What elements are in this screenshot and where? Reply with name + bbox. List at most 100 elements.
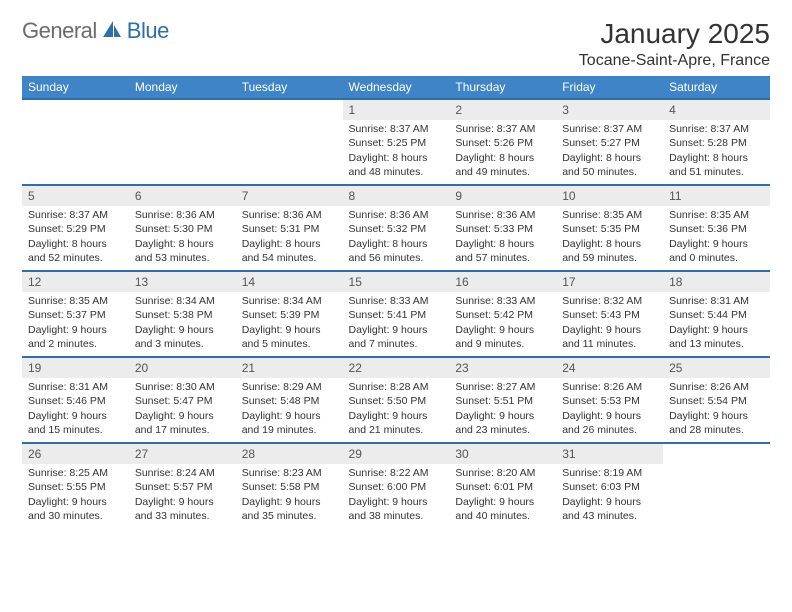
- day-body: Sunrise: 8:34 AMSunset: 5:39 PMDaylight:…: [236, 292, 343, 355]
- calendar-day-cell: 6Sunrise: 8:36 AMSunset: 5:30 PMDaylight…: [129, 184, 236, 270]
- day-body: Sunrise: 8:31 AMSunset: 5:46 PMDaylight:…: [22, 378, 129, 441]
- day-header: Saturday: [663, 76, 770, 98]
- day-body: Sunrise: 8:24 AMSunset: 5:57 PMDaylight:…: [129, 464, 236, 527]
- sunrise-text: Sunrise: 8:28 AM: [349, 380, 444, 394]
- sunset-text: Sunset: 5:51 PM: [455, 394, 550, 408]
- sunrise-text: Sunrise: 8:37 AM: [349, 122, 444, 136]
- sunrise-text: Sunrise: 8:26 AM: [562, 380, 657, 394]
- sunset-text: Sunset: 5:28 PM: [669, 136, 764, 150]
- calendar-week-row: 26Sunrise: 8:25 AMSunset: 5:55 PMDayligh…: [22, 442, 770, 528]
- daylight-text: Daylight: 9 hours and 38 minutes.: [349, 495, 444, 523]
- day-body: Sunrise: 8:29 AMSunset: 5:48 PMDaylight:…: [236, 378, 343, 441]
- calendar-day-cell: 19Sunrise: 8:31 AMSunset: 5:46 PMDayligh…: [22, 356, 129, 442]
- sunset-text: Sunset: 6:00 PM: [349, 480, 444, 494]
- day-body: Sunrise: 8:32 AMSunset: 5:43 PMDaylight:…: [556, 292, 663, 355]
- calendar-week-row: 1Sunrise: 8:37 AMSunset: 5:25 PMDaylight…: [22, 98, 770, 184]
- day-body: Sunrise: 8:30 AMSunset: 5:47 PMDaylight:…: [129, 378, 236, 441]
- day-number-bar: [22, 98, 129, 104]
- day-number-bar: 27: [129, 442, 236, 464]
- daylight-text: Daylight: 9 hours and 5 minutes.: [242, 323, 337, 351]
- calendar-day-cell: [129, 98, 236, 184]
- day-number-bar: 18: [663, 270, 770, 292]
- calendar-week-row: 5Sunrise: 8:37 AMSunset: 5:29 PMDaylight…: [22, 184, 770, 270]
- day-body: Sunrise: 8:33 AMSunset: 5:41 PMDaylight:…: [343, 292, 450, 355]
- day-body: Sunrise: 8:26 AMSunset: 5:54 PMDaylight:…: [663, 378, 770, 441]
- sunrise-text: Sunrise: 8:35 AM: [28, 294, 123, 308]
- day-number-bar: 20: [129, 356, 236, 378]
- day-body: Sunrise: 8:34 AMSunset: 5:38 PMDaylight:…: [129, 292, 236, 355]
- day-body: Sunrise: 8:35 AMSunset: 5:35 PMDaylight:…: [556, 206, 663, 269]
- title-block: January 2025 Tocane-Saint-Apre, France: [579, 18, 770, 70]
- calendar-day-cell: [663, 442, 770, 528]
- sail-icon: [101, 19, 123, 44]
- sunset-text: Sunset: 5:55 PM: [28, 480, 123, 494]
- day-number-bar: 15: [343, 270, 450, 292]
- daylight-text: Daylight: 8 hours and 53 minutes.: [135, 237, 230, 265]
- sunrise-text: Sunrise: 8:35 AM: [562, 208, 657, 222]
- calendar-day-cell: 27Sunrise: 8:24 AMSunset: 5:57 PMDayligh…: [129, 442, 236, 528]
- day-body: Sunrise: 8:36 AMSunset: 5:33 PMDaylight:…: [449, 206, 556, 269]
- sunrise-text: Sunrise: 8:31 AM: [669, 294, 764, 308]
- daylight-text: Daylight: 9 hours and 35 minutes.: [242, 495, 337, 523]
- brand-logo: General Blue: [22, 18, 169, 44]
- daylight-text: Daylight: 9 hours and 28 minutes.: [669, 409, 764, 437]
- calendar-day-cell: 3Sunrise: 8:37 AMSunset: 5:27 PMDaylight…: [556, 98, 663, 184]
- sunset-text: Sunset: 5:47 PM: [135, 394, 230, 408]
- calendar-day-cell: 8Sunrise: 8:36 AMSunset: 5:32 PMDaylight…: [343, 184, 450, 270]
- sunrise-text: Sunrise: 8:34 AM: [135, 294, 230, 308]
- day-body: Sunrise: 8:33 AMSunset: 5:42 PMDaylight:…: [449, 292, 556, 355]
- day-body: Sunrise: 8:22 AMSunset: 6:00 PMDaylight:…: [343, 464, 450, 527]
- day-number-bar: 4: [663, 98, 770, 120]
- daylight-text: Daylight: 9 hours and 9 minutes.: [455, 323, 550, 351]
- day-number-bar: 9: [449, 184, 556, 206]
- day-body: Sunrise: 8:23 AMSunset: 5:58 PMDaylight:…: [236, 464, 343, 527]
- month-title: January 2025: [579, 18, 770, 50]
- day-number-bar: 19: [22, 356, 129, 378]
- sunrise-text: Sunrise: 8:36 AM: [135, 208, 230, 222]
- daylight-text: Daylight: 9 hours and 40 minutes.: [455, 495, 550, 523]
- day-body: Sunrise: 8:19 AMSunset: 6:03 PMDaylight:…: [556, 464, 663, 527]
- day-body: Sunrise: 8:35 AMSunset: 5:36 PMDaylight:…: [663, 206, 770, 269]
- daylight-text: Daylight: 8 hours and 48 minutes.: [349, 151, 444, 179]
- calendar-day-cell: 4Sunrise: 8:37 AMSunset: 5:28 PMDaylight…: [663, 98, 770, 184]
- calendar-day-cell: 23Sunrise: 8:27 AMSunset: 5:51 PMDayligh…: [449, 356, 556, 442]
- day-number-bar: 7: [236, 184, 343, 206]
- sunset-text: Sunset: 5:37 PM: [28, 308, 123, 322]
- day-body: Sunrise: 8:37 AMSunset: 5:26 PMDaylight:…: [449, 120, 556, 183]
- daylight-text: Daylight: 8 hours and 54 minutes.: [242, 237, 337, 265]
- day-header: Thursday: [449, 76, 556, 98]
- calendar-day-cell: 31Sunrise: 8:19 AMSunset: 6:03 PMDayligh…: [556, 442, 663, 528]
- day-number-bar: 5: [22, 184, 129, 206]
- sunset-text: Sunset: 5:29 PM: [28, 222, 123, 236]
- day-number-bar: 16: [449, 270, 556, 292]
- day-number-bar: 10: [556, 184, 663, 206]
- sunrise-text: Sunrise: 8:23 AM: [242, 466, 337, 480]
- calendar-day-cell: 20Sunrise: 8:30 AMSunset: 5:47 PMDayligh…: [129, 356, 236, 442]
- calendar-day-cell: 5Sunrise: 8:37 AMSunset: 5:29 PMDaylight…: [22, 184, 129, 270]
- sunrise-text: Sunrise: 8:37 AM: [28, 208, 123, 222]
- sunset-text: Sunset: 5:46 PM: [28, 394, 123, 408]
- day-number-bar: 13: [129, 270, 236, 292]
- day-body: Sunrise: 8:35 AMSunset: 5:37 PMDaylight:…: [22, 292, 129, 355]
- day-header: Friday: [556, 76, 663, 98]
- day-body: Sunrise: 8:37 AMSunset: 5:29 PMDaylight:…: [22, 206, 129, 269]
- calendar-day-cell: 11Sunrise: 8:35 AMSunset: 5:36 PMDayligh…: [663, 184, 770, 270]
- sunrise-text: Sunrise: 8:33 AM: [349, 294, 444, 308]
- day-body: Sunrise: 8:31 AMSunset: 5:44 PMDaylight:…: [663, 292, 770, 355]
- sunset-text: Sunset: 5:27 PM: [562, 136, 657, 150]
- sunrise-text: Sunrise: 8:36 AM: [242, 208, 337, 222]
- day-number-bar: [663, 442, 770, 448]
- day-header: Sunday: [22, 76, 129, 98]
- day-header-row: SundayMondayTuesdayWednesdayThursdayFrid…: [22, 76, 770, 98]
- sunrise-text: Sunrise: 8:31 AM: [28, 380, 123, 394]
- sunrise-text: Sunrise: 8:24 AM: [135, 466, 230, 480]
- sunset-text: Sunset: 5:54 PM: [669, 394, 764, 408]
- sunrise-text: Sunrise: 8:36 AM: [349, 208, 444, 222]
- calendar-week-row: 12Sunrise: 8:35 AMSunset: 5:37 PMDayligh…: [22, 270, 770, 356]
- day-body: Sunrise: 8:36 AMSunset: 5:31 PMDaylight:…: [236, 206, 343, 269]
- sunset-text: Sunset: 6:03 PM: [562, 480, 657, 494]
- day-number-bar: 2: [449, 98, 556, 120]
- daylight-text: Daylight: 9 hours and 11 minutes.: [562, 323, 657, 351]
- day-body: Sunrise: 8:25 AMSunset: 5:55 PMDaylight:…: [22, 464, 129, 527]
- day-number-bar: 28: [236, 442, 343, 464]
